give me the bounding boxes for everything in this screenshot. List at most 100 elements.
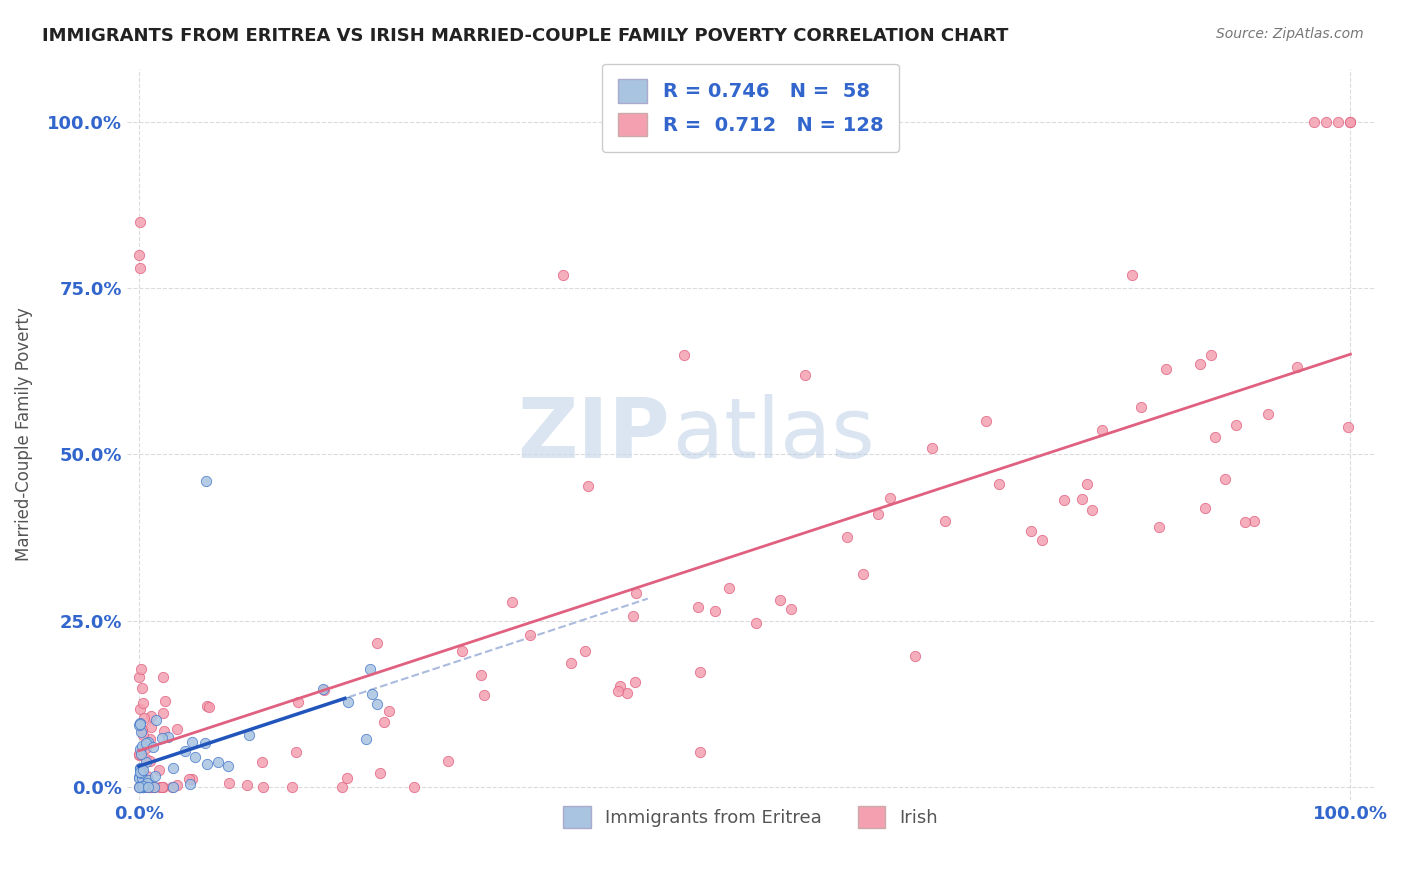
Point: [129, 780, 152, 794]
Point: [139, 708, 162, 723]
Point: [1031, 533, 1053, 547]
Point: [139, 720, 162, 734]
Point: [921, 441, 943, 455]
Text: Source: ZipAtlas.com: Source: ZipAtlas.com: [1216, 27, 1364, 41]
Point: [794, 368, 817, 382]
Point: [129, 762, 152, 776]
Point: [131, 780, 153, 794]
Point: [136, 772, 159, 787]
Point: [128, 670, 150, 684]
Point: [673, 347, 696, 361]
Point: [132, 780, 155, 794]
Point: [780, 602, 803, 616]
Point: [607, 684, 630, 698]
Point: [1189, 358, 1212, 372]
Point: [129, 765, 152, 780]
Point: [1091, 423, 1114, 437]
Point: [560, 656, 582, 670]
Point: [128, 780, 150, 794]
Point: [166, 723, 188, 737]
Point: [195, 756, 218, 771]
Point: [1339, 114, 1361, 128]
Point: [145, 713, 167, 727]
Point: [551, 268, 574, 282]
Point: [194, 474, 217, 488]
Point: [330, 780, 353, 794]
Point: [136, 780, 159, 794]
Point: [745, 615, 768, 630]
Point: [1257, 407, 1279, 421]
Point: [128, 717, 150, 731]
Point: [835, 530, 858, 544]
Point: [142, 740, 165, 755]
Point: [1339, 114, 1361, 128]
Point: [142, 780, 165, 794]
Text: ZIP: ZIP: [517, 394, 669, 475]
Point: [1154, 362, 1177, 376]
Point: [252, 780, 274, 794]
Point: [132, 696, 155, 710]
Point: [138, 780, 160, 794]
Point: [436, 754, 458, 768]
Point: [132, 780, 155, 794]
Point: [150, 731, 173, 745]
Point: [1194, 500, 1216, 515]
Point: [129, 780, 152, 794]
Point: [153, 724, 176, 739]
Point: [287, 695, 309, 709]
Point: [129, 702, 152, 716]
Point: [135, 776, 157, 790]
Point: [183, 750, 205, 764]
Point: [152, 780, 174, 794]
Point: [162, 780, 184, 794]
Point: [769, 592, 792, 607]
Point: [1286, 360, 1309, 375]
Point: [131, 681, 153, 695]
Point: [138, 732, 160, 747]
Point: [132, 764, 155, 778]
Point: [129, 214, 152, 228]
Point: [366, 697, 388, 711]
Point: [179, 777, 201, 791]
Point: [1147, 520, 1170, 534]
Point: [129, 662, 152, 676]
Point: [150, 780, 173, 794]
Point: [128, 748, 150, 763]
Point: [689, 745, 711, 759]
Point: [616, 686, 638, 700]
Point: [153, 694, 176, 708]
Point: [366, 636, 388, 650]
Point: [131, 780, 153, 794]
Point: [623, 675, 645, 690]
Point: [142, 780, 165, 794]
Point: [177, 772, 200, 787]
Point: [866, 508, 889, 522]
Point: [1199, 348, 1222, 362]
Point: [1053, 493, 1076, 508]
Point: [987, 477, 1010, 491]
Point: [128, 780, 150, 794]
Point: [149, 780, 172, 794]
Point: [378, 705, 401, 719]
Point: [136, 735, 159, 749]
Point: [312, 682, 335, 697]
Point: [128, 248, 150, 262]
Point: [132, 711, 155, 725]
Point: [129, 764, 152, 779]
Point: [195, 698, 218, 713]
Point: [198, 700, 221, 714]
Point: [1337, 420, 1360, 434]
Point: [128, 261, 150, 276]
Point: [1081, 502, 1104, 516]
Point: [131, 779, 153, 793]
Point: [136, 780, 159, 794]
Point: [238, 729, 260, 743]
Point: [180, 772, 202, 786]
Point: [128, 747, 150, 761]
Point: [359, 662, 381, 676]
Point: [689, 665, 711, 679]
Point: [128, 747, 150, 762]
Point: [574, 644, 596, 658]
Text: IMMIGRANTS FROM ERITREA VS IRISH MARRIED-COUPLE FAMILY POVERTY CORRELATION CHART: IMMIGRANTS FROM ERITREA VS IRISH MARRIED…: [42, 27, 1008, 45]
Point: [135, 736, 157, 750]
